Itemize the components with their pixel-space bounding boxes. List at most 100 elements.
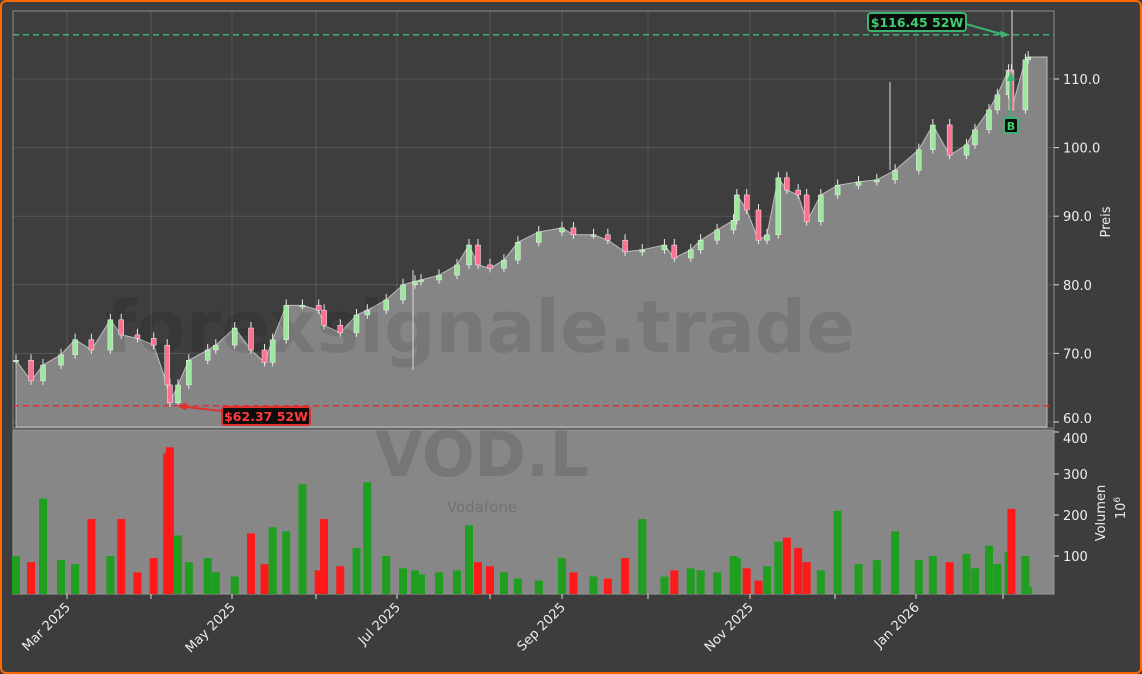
candle bbox=[986, 109, 992, 131]
volume-tick-label: 200 bbox=[1063, 509, 1088, 524]
volume-bar bbox=[453, 570, 461, 594]
volume-bar bbox=[686, 568, 695, 594]
volume-tick-label: 100 bbox=[1063, 550, 1088, 565]
candle bbox=[515, 242, 521, 261]
candle bbox=[213, 344, 219, 351]
candle bbox=[803, 194, 810, 222]
candle bbox=[1022, 59, 1029, 111]
candle bbox=[261, 349, 268, 363]
candle bbox=[475, 244, 481, 266]
candle bbox=[231, 327, 238, 346]
volume-bar bbox=[12, 556, 20, 594]
volume-tick-label: 400 bbox=[1063, 432, 1088, 447]
volume-bar bbox=[268, 527, 277, 594]
volume-bar bbox=[499, 572, 508, 594]
candle bbox=[40, 364, 46, 382]
volume-bar bbox=[816, 570, 825, 594]
candle bbox=[321, 309, 327, 326]
volume-bar bbox=[71, 564, 80, 594]
candle bbox=[972, 129, 978, 146]
volume-bar bbox=[87, 519, 96, 594]
arrow-up-icon bbox=[1007, 71, 1015, 81]
volume-bar bbox=[914, 560, 923, 594]
volume-bar bbox=[1021, 556, 1030, 594]
candle bbox=[994, 94, 1001, 111]
arrow-head-icon bbox=[1000, 30, 1010, 38]
volume-bar bbox=[149, 558, 158, 594]
candle bbox=[466, 244, 472, 266]
price-tick-label: 100.0 bbox=[1063, 142, 1100, 157]
volume-bar bbox=[435, 572, 443, 594]
volume-bar bbox=[732, 558, 741, 594]
candle bbox=[204, 349, 211, 361]
price-tick-label: 80.0 bbox=[1063, 279, 1092, 294]
volume-bar bbox=[993, 564, 1002, 594]
candle bbox=[150, 338, 157, 346]
volume-bar bbox=[39, 498, 47, 594]
x-tick-label: May 2025 bbox=[183, 600, 239, 656]
volume-bar bbox=[133, 572, 142, 594]
candle bbox=[28, 360, 34, 382]
x-tick-label: Jan 2026 bbox=[871, 600, 923, 652]
volume-bar bbox=[352, 547, 361, 594]
volume-bar bbox=[854, 564, 863, 594]
candle bbox=[605, 234, 611, 241]
candle bbox=[834, 185, 841, 196]
volume-bar bbox=[754, 580, 763, 594]
volume-bar bbox=[558, 558, 566, 594]
candle bbox=[661, 244, 668, 251]
volume-bar bbox=[336, 566, 345, 594]
volume-bar bbox=[984, 545, 993, 594]
volume-bar bbox=[260, 564, 269, 594]
volume-bar bbox=[314, 570, 323, 594]
company-watermark: Vodafone bbox=[447, 498, 517, 516]
candle bbox=[1025, 56, 1031, 61]
volume-bar bbox=[638, 519, 647, 594]
low-52w-label: $62.37 52W bbox=[224, 409, 308, 424]
candle bbox=[671, 244, 678, 259]
volume-bar bbox=[660, 576, 669, 594]
x-tick-label: Nov 2025 bbox=[702, 600, 757, 655]
low-52w-label-box bbox=[221, 406, 311, 426]
volume-bar bbox=[513, 578, 522, 594]
buy-signal-label: B bbox=[1007, 120, 1015, 133]
volume-bar bbox=[742, 568, 751, 594]
candle bbox=[248, 327, 254, 351]
candle bbox=[118, 319, 124, 336]
volume-bar bbox=[117, 519, 126, 594]
candle bbox=[946, 124, 953, 156]
volume-axis-label: Volumen bbox=[1094, 485, 1109, 542]
volume-bar bbox=[621, 558, 630, 594]
candle bbox=[13, 360, 19, 363]
candle bbox=[454, 264, 460, 276]
x-tick-label: Sep 2025 bbox=[515, 600, 569, 654]
volume-bar bbox=[763, 566, 771, 594]
candle bbox=[269, 339, 276, 363]
volume-bar bbox=[569, 572, 578, 594]
volume-bar bbox=[184, 562, 193, 594]
candle bbox=[107, 319, 114, 351]
volume-bar bbox=[486, 566, 494, 594]
volume-bar bbox=[589, 576, 598, 594]
volume-bar bbox=[246, 533, 255, 594]
volume-bar bbox=[382, 556, 391, 594]
price-tick-label: 70.0 bbox=[1063, 347, 1092, 362]
candle bbox=[353, 314, 360, 334]
volume-bar bbox=[928, 556, 937, 594]
high-52w-label: $116.45 52W bbox=[871, 15, 964, 30]
volume-bar bbox=[782, 537, 791, 594]
candle bbox=[536, 231, 542, 243]
candle bbox=[764, 234, 770, 241]
candle bbox=[688, 249, 694, 259]
volume-bar bbox=[320, 519, 329, 594]
volume-bar bbox=[802, 562, 811, 594]
price-tick-label: 110.0 bbox=[1063, 73, 1100, 88]
candle bbox=[570, 227, 577, 235]
volume-bar bbox=[774, 541, 783, 594]
candle bbox=[590, 234, 597, 237]
candle bbox=[855, 181, 862, 186]
candle bbox=[58, 354, 64, 366]
volume-bar bbox=[534, 580, 543, 594]
price-tick-label: 90.0 bbox=[1063, 210, 1092, 225]
arrow-head-icon bbox=[177, 402, 187, 411]
